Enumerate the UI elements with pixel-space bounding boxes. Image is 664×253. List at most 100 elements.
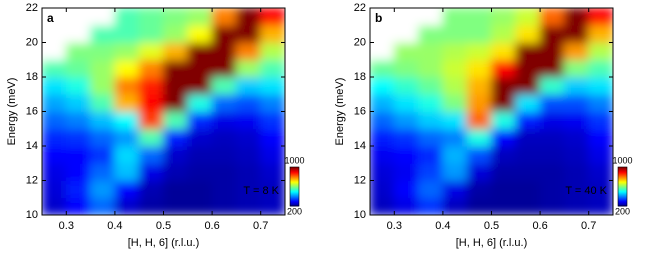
heatmap xyxy=(42,8,285,215)
heat-cell xyxy=(491,8,517,26)
heat-cell xyxy=(42,24,67,43)
y-tick-label: 12 xyxy=(354,174,366,186)
heat-cell xyxy=(211,111,237,130)
heat-cell xyxy=(588,42,613,61)
colorbar-swatch xyxy=(290,197,299,199)
heat-cell xyxy=(418,197,444,215)
colorbar-swatch xyxy=(290,175,299,178)
heat-cell xyxy=(491,197,517,215)
colorbar-swatch xyxy=(618,167,627,170)
heat-cell xyxy=(187,145,213,164)
colorbar-swatch xyxy=(290,190,299,192)
heat-cell xyxy=(370,180,395,199)
heat-cell xyxy=(42,128,67,147)
heat-cell xyxy=(466,111,492,130)
colorbar-swatch xyxy=(618,199,627,201)
heat-cell xyxy=(539,24,565,43)
colorbar-swatch xyxy=(618,182,627,185)
heat-cell xyxy=(163,180,189,199)
heat-cell xyxy=(65,59,92,78)
heat-cell xyxy=(235,128,262,147)
heat-cell xyxy=(90,128,116,147)
heat-cell xyxy=(466,93,492,112)
heat-cell xyxy=(163,59,189,78)
colorbar-swatch xyxy=(618,173,627,176)
heat-cell xyxy=(163,76,189,95)
heat-cell xyxy=(187,24,213,43)
heat-cell xyxy=(163,93,189,112)
heat-cell xyxy=(491,24,517,43)
heat-cell xyxy=(114,59,140,78)
heat-cell xyxy=(588,145,613,164)
heat-cell xyxy=(466,76,492,95)
heat-cell xyxy=(563,162,590,181)
heat-cell xyxy=(442,197,468,215)
heat-cell xyxy=(442,145,468,164)
heat-cell xyxy=(442,111,468,130)
heat-cell xyxy=(211,145,237,164)
heat-cell xyxy=(515,111,541,130)
heat-cell xyxy=(563,93,590,112)
heat-cell xyxy=(563,111,590,130)
y-tick-label: 14 xyxy=(26,140,38,152)
colorbar-swatch xyxy=(290,186,299,188)
heat-cell xyxy=(393,93,420,112)
heat-cell xyxy=(187,76,213,95)
colorbar-swatch xyxy=(618,169,627,172)
heat-cell xyxy=(442,128,468,147)
colorbar-swatch xyxy=(290,171,299,174)
heat-cell xyxy=(42,76,67,95)
colorbar-swatch xyxy=(618,184,627,187)
heat-cell xyxy=(393,42,420,61)
colorbar-swatch xyxy=(618,189,627,191)
colorbar-swatch xyxy=(290,179,299,182)
heat-cell xyxy=(442,93,468,112)
heat-cell xyxy=(491,93,517,112)
heat-cell xyxy=(65,180,92,199)
heat-cell xyxy=(539,197,565,215)
colorbar-swatch xyxy=(618,203,627,205)
heat-cell xyxy=(114,128,140,147)
heat-cell xyxy=(235,76,262,95)
heat-cell xyxy=(260,145,285,164)
heat-cell xyxy=(235,180,262,199)
heat-cell xyxy=(114,76,140,95)
colorbar-swatch xyxy=(290,176,299,179)
colorbar-swatch xyxy=(618,191,627,193)
heat-cell xyxy=(163,145,189,164)
heat-cell xyxy=(539,76,565,95)
y-tick-label: 22 xyxy=(354,2,366,14)
heat-cell xyxy=(138,76,164,95)
heat-cell xyxy=(211,197,237,215)
colorbar-swatch xyxy=(290,195,299,197)
heat-cell xyxy=(563,76,590,95)
heat-cell xyxy=(418,8,444,26)
y-tick-label: 18 xyxy=(26,71,38,83)
heat-cell xyxy=(187,197,213,215)
heat-cell xyxy=(466,42,492,61)
colorbar-frame xyxy=(617,166,628,207)
heat-cell xyxy=(211,76,237,95)
y-axis-label: Energy (meV) xyxy=(6,78,18,146)
colorbar-swatch xyxy=(618,177,627,180)
heat-cell xyxy=(563,180,590,199)
colorbar-swatch xyxy=(290,201,299,203)
colorbar-swatch xyxy=(618,172,627,175)
colorbar-swatch xyxy=(618,171,627,174)
heat-cell xyxy=(588,128,613,147)
colorbar-swatch xyxy=(290,185,299,187)
heat-cell xyxy=(515,76,541,95)
x-tick-label: 0.6 xyxy=(204,220,219,232)
heat-cell xyxy=(211,42,237,61)
heat-cell xyxy=(588,162,613,181)
heat-cell xyxy=(163,128,189,147)
heat-cell xyxy=(588,93,613,112)
colorbar-swatch xyxy=(290,191,299,193)
heat-cell xyxy=(466,24,492,43)
heat-cell xyxy=(187,8,213,26)
heat-cell xyxy=(466,8,492,26)
heat-cell xyxy=(235,111,262,130)
colorbar-swatch xyxy=(618,197,627,199)
heat-cell xyxy=(418,59,444,78)
